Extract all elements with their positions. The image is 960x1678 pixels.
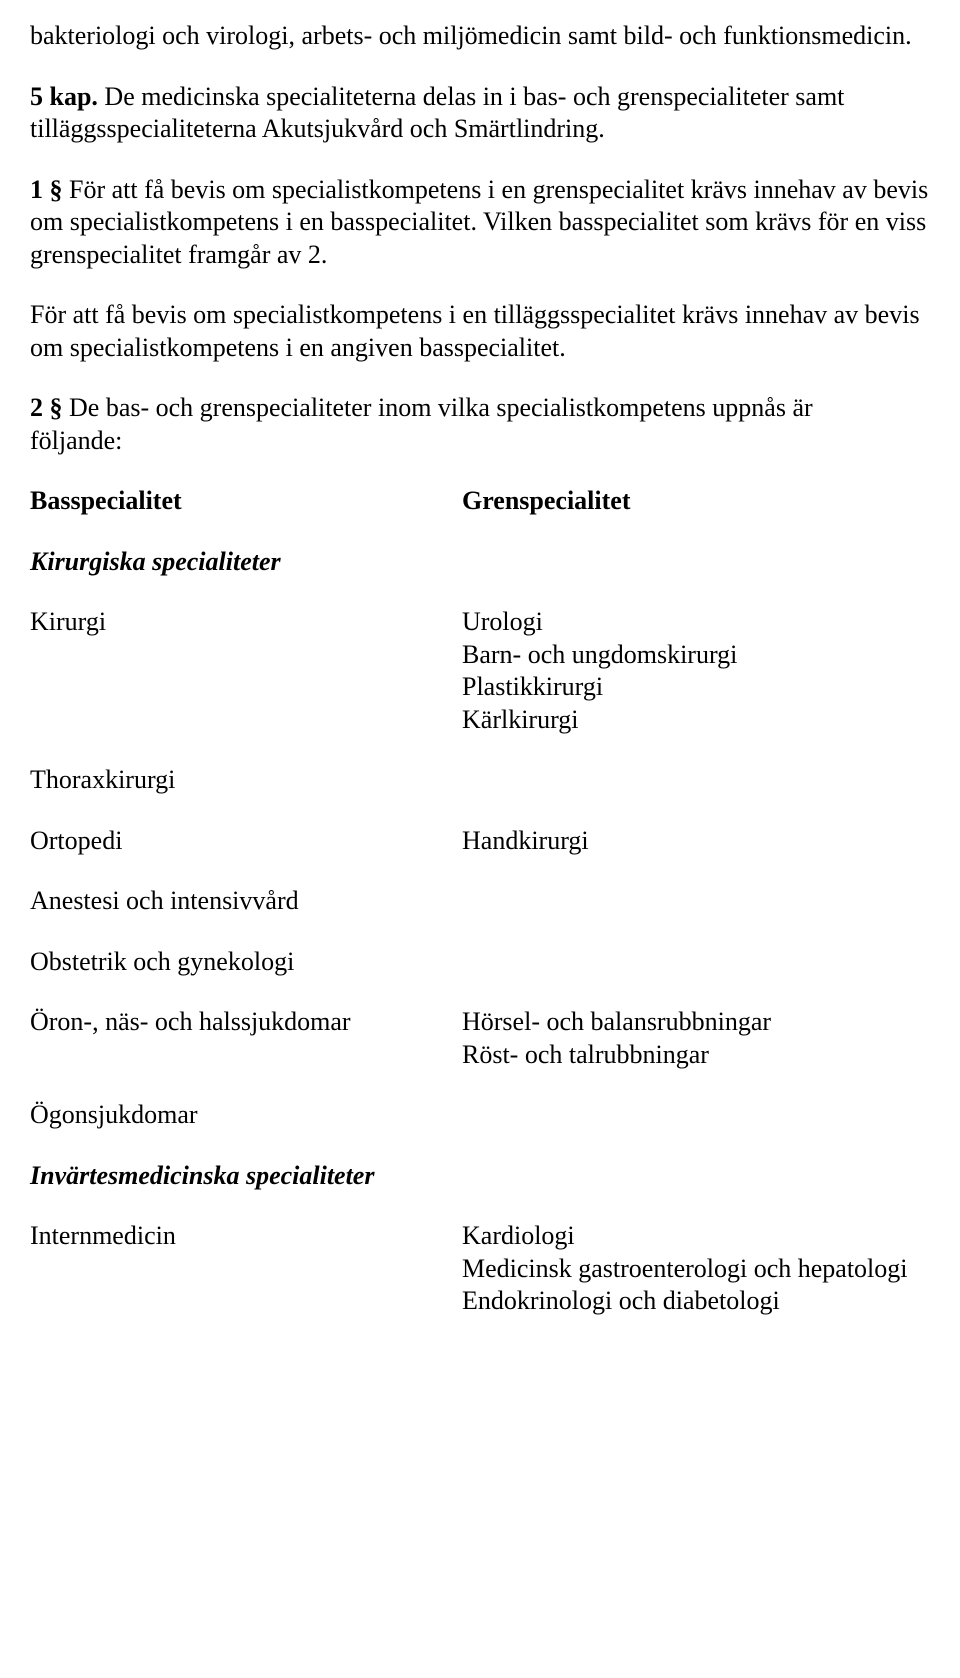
text-2-section-trail: följande: <box>30 426 122 455</box>
cell-left: Ortopedi <box>30 825 462 858</box>
sub-line: Plastikkirurgi <box>462 671 930 704</box>
cell-right: Kardiologi Medicinsk gastroenterologi oc… <box>462 1220 930 1318</box>
sub-line: Barn- och ungdomskirurgi <box>462 639 930 672</box>
table-row: Kirurgi Urologi Barn- och ungdomskirurgi… <box>30 606 930 736</box>
cell-left: Ögonsjukdomar <box>30 1099 462 1132</box>
text-1-section-rest: För att få bevis om specialistkompetens … <box>30 175 928 269</box>
text-5kap-rest: De medicinska specialiteterna delas in i… <box>30 82 844 144</box>
paragraph-5kap: 5 kap. De medicinska specialiteterna del… <box>30 81 930 146</box>
cell-left: Thoraxkirurgi <box>30 764 462 797</box>
sub-line: Kärlkirurgi <box>462 704 930 737</box>
header-grenspecialitet: Grenspecialitet <box>462 485 930 518</box>
document-page: bakteriologi och virologi, arbets- och m… <box>0 0 960 1678</box>
table-row: Thoraxkirurgi <box>30 764 930 797</box>
table-row: Anestesi och intensivvård <box>30 885 930 918</box>
paragraph-1-section: 1 § För att få bevis om specialistkompet… <box>30 174 930 272</box>
cell-left: Obstetrik och gynekologi <box>30 946 462 979</box>
sub-line: Röst- och talrubbningar <box>462 1039 930 1072</box>
lead-2-section: 2 § <box>30 393 63 422</box>
lead-1-section: 1 § <box>30 175 63 204</box>
text-2-section-rest: De bas- och grenspecialiteter inom vilka… <box>63 393 813 422</box>
paragraph-tillaggs: För att få bevis om specialistkompetens … <box>30 299 930 364</box>
sub-line: Medicinsk gastroenterologi och hepatolog… <box>462 1253 930 1286</box>
cell-left: Kirurgi <box>30 606 462 639</box>
heading-kirurgiska: Kirurgiska specialiteter <box>30 546 930 579</box>
sub-line: Hörsel- och balansrubbningar <box>462 1006 930 1039</box>
cell-left: Öron-, näs- och halssjukdomar <box>30 1006 462 1039</box>
cell-left: Internmedicin <box>30 1220 462 1253</box>
cell-left: Anestesi och intensivvård <box>30 885 462 918</box>
sub-line: Kardiologi <box>462 1220 930 1253</box>
cell-right: Urologi Barn- och ungdomskirurgi Plastik… <box>462 606 930 736</box>
table-row: Ortopedi Handkirurgi <box>30 825 930 858</box>
cell-right: Hörsel- och balansrubbningar Röst- och t… <box>462 1006 930 1071</box>
sub-line: Endokrinologi och diabetologi <box>462 1285 930 1318</box>
header-basspecialitet: Basspecialitet <box>30 485 462 518</box>
table-row: Obstetrik och gynekologi <box>30 946 930 979</box>
lead-5kap: 5 kap. <box>30 82 104 111</box>
heading-invartesmedicinska: Invärtesmedicinska specialiteter <box>30 1160 930 1193</box>
table-row: Ögonsjukdomar <box>30 1099 930 1132</box>
table-row: Internmedicin Kardiologi Medicinsk gastr… <box>30 1220 930 1318</box>
table-row: Öron-, näs- och halssjukdomar Hörsel- oc… <box>30 1006 930 1071</box>
paragraph-intro-1: bakteriologi och virologi, arbets- och m… <box>30 20 930 53</box>
column-headers: Basspecialitet Grenspecialitet <box>30 485 930 518</box>
sub-line: Handkirurgi <box>462 825 930 858</box>
paragraph-2-section: 2 § De bas- och grenspecialiteter inom v… <box>30 392 930 457</box>
cell-right: Handkirurgi <box>462 825 930 858</box>
sub-line: Urologi <box>462 606 930 639</box>
